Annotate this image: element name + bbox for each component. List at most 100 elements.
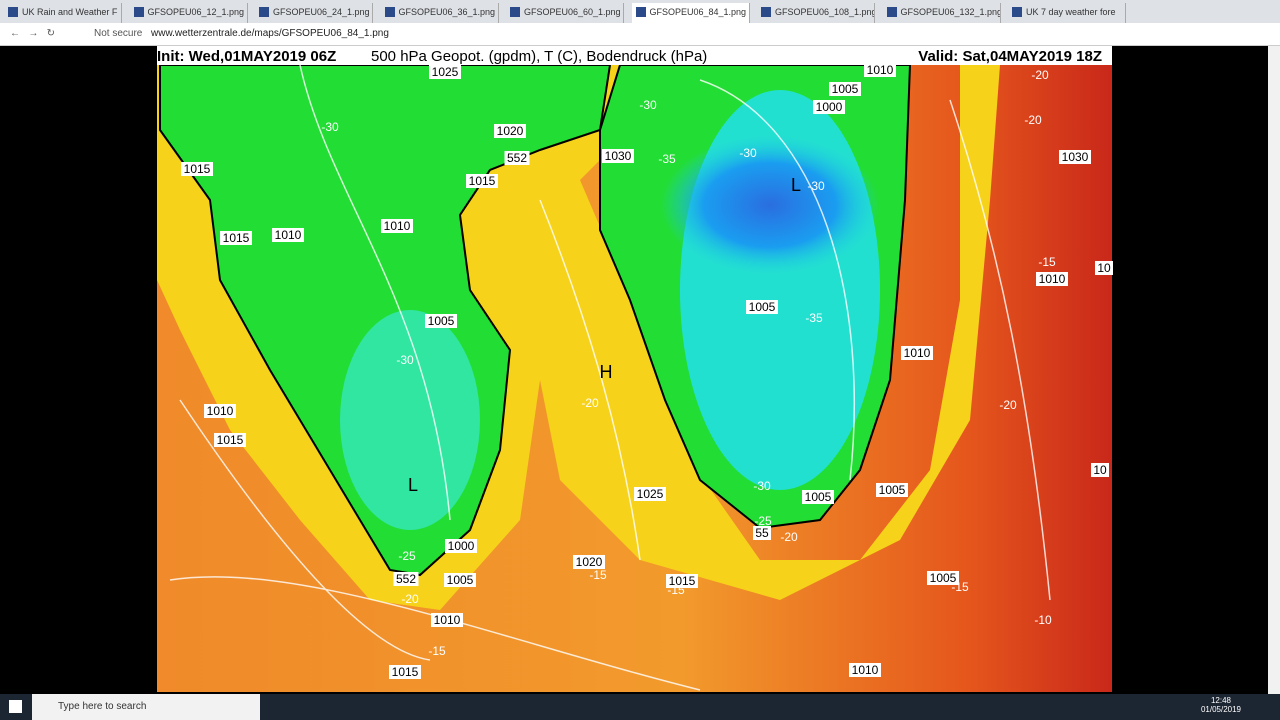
map-header — [157, 46, 1112, 65]
contour-label: -30 — [639, 98, 657, 112]
contour-label: 1010 — [904, 346, 931, 360]
contour-label: 1010 — [275, 228, 302, 242]
init-text: Init: Wed,01MAY2019 06Z — [157, 48, 336, 65]
label-box — [573, 555, 605, 569]
label-box — [901, 346, 933, 360]
cold-core — [660, 135, 880, 275]
label-box — [829, 82, 861, 96]
label-box — [666, 574, 698, 588]
contour-label: 1010 — [1039, 272, 1066, 286]
label-box — [753, 526, 771, 540]
contour-label: -20 — [401, 592, 419, 606]
contour-label: 552 — [396, 572, 416, 586]
label-box — [802, 490, 834, 504]
label-box — [181, 162, 213, 176]
contour-label: -15 — [951, 580, 969, 594]
contour-label: -30 — [739, 146, 757, 160]
contour-label: 1020 — [497, 124, 524, 138]
contour-label: 1015 — [223, 231, 250, 245]
label-box — [445, 539, 477, 553]
label-box — [425, 314, 457, 328]
label-box — [504, 151, 530, 165]
label-box — [876, 483, 908, 497]
start-button[interactable] — [9, 700, 22, 713]
contour-label: -20 — [1024, 113, 1042, 127]
contour-label: -25 — [754, 514, 772, 528]
contour-label: 10 — [1097, 261, 1111, 275]
date: 01/05/2019 — [1200, 705, 1242, 714]
tab[interactable]: GFSOPEU06_12_1.png — [130, 3, 248, 23]
tab[interactable]: GFSOPEU06_108_1.png — [757, 3, 875, 23]
contour-label: 1005 — [749, 300, 776, 314]
contour-label: -20 — [581, 396, 599, 410]
label-box — [494, 124, 526, 138]
contour-label: 1025 — [637, 487, 664, 501]
label-box — [393, 572, 419, 586]
contour-label: -30 — [321, 120, 339, 134]
label-box — [272, 228, 304, 242]
contour-label: 1010 — [384, 219, 411, 233]
contour-label: -15 — [1038, 255, 1056, 269]
label-box — [864, 63, 896, 77]
contour-label: -15 — [428, 644, 446, 658]
contour-label: -35 — [805, 311, 823, 325]
label-box — [602, 149, 634, 163]
tab[interactable]: GFSOPEU06_84_1.png — [631, 3, 750, 23]
clock[interactable]: 12:48 01/05/2019 — [1196, 696, 1246, 714]
url[interactable]: www.wetterzentrale.de/maps/GFSOPEU06_84_… — [151, 28, 389, 39]
contour-label: 1010 — [852, 663, 879, 677]
contour-label: -10 — [1034, 613, 1052, 627]
contour-label: 1000 — [816, 100, 843, 114]
label-box — [220, 231, 252, 245]
contour-label: 1005 — [879, 483, 906, 497]
tab[interactable]: GFSOPEU06_24_1.png — [255, 3, 373, 23]
pressure-center: L — [791, 175, 801, 195]
contour-label: -35 — [658, 152, 676, 166]
label-box — [1059, 150, 1091, 164]
contour-label: 1015 — [469, 174, 496, 188]
scrollbar[interactable] — [1268, 46, 1280, 694]
contour-label: -30 — [753, 479, 771, 493]
label-box — [431, 613, 463, 627]
label-box — [813, 100, 845, 114]
contour-label: -25 — [398, 549, 416, 563]
contour-label: -20 — [1031, 68, 1049, 82]
contour-label: 1015 — [392, 665, 419, 679]
contour-label: 1005 — [805, 490, 832, 504]
tab[interactable]: UK Rain and Weather F — [4, 3, 122, 23]
label-box — [466, 174, 498, 188]
contour-label: 1030 — [1062, 150, 1089, 164]
contour-label: -15 — [589, 568, 607, 582]
contour-label: 1005 — [447, 573, 474, 587]
label-box — [634, 487, 666, 501]
tab[interactable]: GFSOPEU06_36_1.png — [381, 3, 499, 23]
security[interactable]: Not secure — [94, 28, 143, 39]
contour-label: 1030 — [605, 149, 632, 163]
valid-text: Valid: Sat,04MAY2019 18Z — [918, 48, 1102, 65]
contour-label: 1005 — [832, 82, 859, 96]
time: 12:48 — [1210, 696, 1232, 705]
tab[interactable]: UK 7 day weather fore — [1008, 3, 1126, 23]
cold-core — [340, 310, 480, 530]
tab[interactable]: GFSOPEU06_132_1.png — [883, 3, 1001, 23]
contour-label: -20 — [780, 530, 798, 544]
label-box — [214, 433, 246, 447]
contour-label: 1025 — [432, 65, 459, 79]
pressure-center: L — [408, 475, 418, 495]
label-box — [1091, 463, 1109, 477]
contour-label: 1015 — [184, 162, 211, 176]
fields-text: 500 hPa Geopot. (gpdm), T (C), Bodendruc… — [371, 48, 707, 65]
contour-label: 1010 — [867, 63, 894, 77]
nav-buttons[interactable]: ← → ↻ — [10, 28, 56, 39]
contour-label: -20 — [999, 398, 1017, 412]
contour-label: 1010 — [207, 404, 234, 418]
contour-label: 552 — [507, 151, 527, 165]
search-box[interactable]: Type here to search — [32, 694, 260, 720]
taskbar: Type here to search 12:48 01/05/2019 — [0, 694, 1280, 720]
label-box — [204, 404, 236, 418]
tab[interactable]: GFSOPEU06_60_1.png — [506, 3, 624, 23]
contour-label: 1015 — [669, 574, 696, 588]
map-view: 1025 1010 1005 1000 -20 1020 -30 -30 -20 552 1030 -… — [157, 46, 1280, 694]
label-box — [746, 300, 778, 314]
